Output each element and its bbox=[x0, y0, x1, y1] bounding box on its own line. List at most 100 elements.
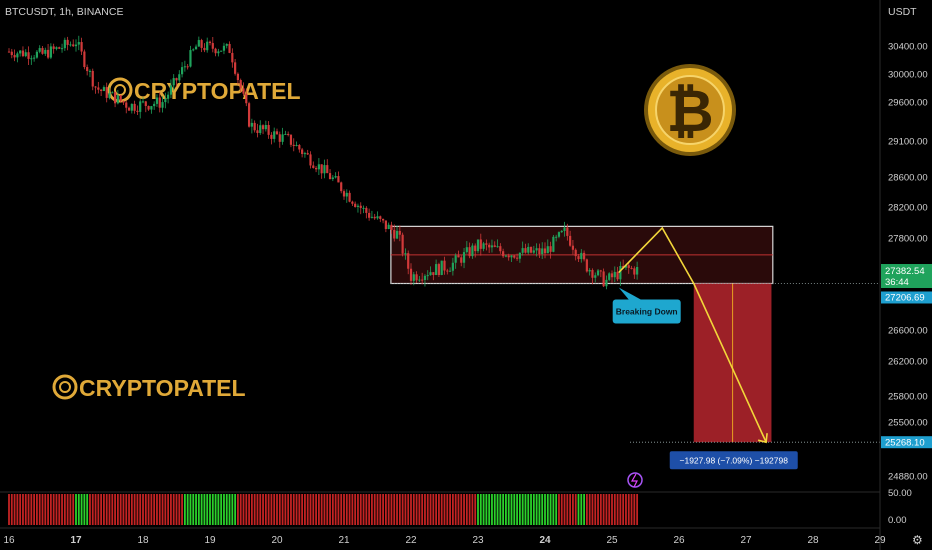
candle-body bbox=[225, 43, 228, 46]
indicator-bar bbox=[24, 494, 27, 525]
candle-body bbox=[113, 92, 117, 104]
indicator-bar bbox=[61, 494, 63, 525]
candle-body bbox=[153, 103, 156, 107]
indicator-bar bbox=[446, 494, 449, 525]
lightning-icon bbox=[630, 473, 638, 488]
target-badge-label: 25268.10 bbox=[885, 438, 925, 449]
x-tick-label: 22 bbox=[405, 535, 417, 546]
breaking-down-label: Breaking Down bbox=[616, 306, 678, 316]
breaking-down-callout[interactable] bbox=[612, 299, 681, 324]
indicator-bar bbox=[463, 494, 465, 525]
candle-body bbox=[183, 66, 186, 68]
indicator-bar bbox=[119, 494, 122, 525]
indicator-bar bbox=[281, 494, 284, 525]
candle-body bbox=[228, 43, 231, 53]
indicator-bar bbox=[605, 494, 608, 525]
indicator-bar bbox=[401, 494, 404, 525]
indicator-bar bbox=[611, 494, 613, 525]
target-badge[interactable] bbox=[881, 436, 932, 449]
last-price-badge[interactable] bbox=[881, 264, 932, 289]
indicator-bar bbox=[574, 494, 577, 525]
candle-body bbox=[401, 234, 404, 254]
candle-body bbox=[21, 50, 25, 57]
candle-body bbox=[301, 149, 304, 154]
indicator-tick-label: 50.00 bbox=[888, 488, 912, 499]
candle-body bbox=[273, 131, 276, 139]
candle-body bbox=[278, 134, 281, 142]
indicator-bar bbox=[273, 494, 276, 525]
indicator-bar bbox=[16, 494, 19, 525]
indicator-bar bbox=[538, 494, 541, 525]
candle-body bbox=[197, 40, 200, 47]
indicator-bar bbox=[304, 494, 306, 525]
indicator-bar bbox=[384, 494, 387, 525]
candle-body bbox=[30, 58, 33, 60]
candle-body bbox=[164, 98, 167, 103]
indicator-bar bbox=[541, 494, 544, 525]
indicator-bar bbox=[622, 494, 625, 525]
indicator-bar bbox=[418, 494, 421, 525]
settings-gear-icon[interactable]: ⚙ bbox=[912, 533, 923, 547]
indicator-bar bbox=[27, 494, 30, 525]
indicator-bar bbox=[337, 494, 340, 525]
indicator-bar bbox=[597, 494, 599, 525]
indicator-bar bbox=[599, 494, 602, 525]
candle-body bbox=[437, 264, 441, 275]
y-tick-label: 27800.00 bbox=[888, 234, 928, 245]
symbol-label[interactable]: BTCUSDT, 1h, BINANCE bbox=[5, 6, 123, 18]
indicator-bar bbox=[231, 494, 234, 525]
candle-body bbox=[130, 103, 133, 111]
candle-body bbox=[206, 41, 209, 51]
indicator-bar bbox=[217, 494, 220, 525]
measure-badge[interactable] bbox=[669, 451, 798, 470]
x-tick-label: 28 bbox=[807, 535, 819, 546]
projection-arrow[interactable] bbox=[618, 226, 767, 443]
support-badge[interactable] bbox=[881, 291, 932, 304]
svg-text:₿: ₿ bbox=[666, 79, 713, 144]
candle-body bbox=[314, 167, 318, 170]
indicator-bar bbox=[19, 494, 22, 525]
candle-body bbox=[337, 176, 340, 183]
indicator-bar bbox=[365, 494, 368, 525]
indicator-bar bbox=[359, 494, 362, 525]
candle-body bbox=[60, 48, 64, 50]
candle-body bbox=[119, 95, 122, 101]
indicator-bar bbox=[183, 494, 186, 525]
indicator-bar bbox=[33, 494, 36, 525]
currency-label[interactable]: USDT bbox=[888, 6, 917, 18]
indicator-bar bbox=[357, 494, 359, 525]
alert-icon[interactable] bbox=[627, 472, 643, 488]
candle-body bbox=[261, 125, 265, 130]
candle-body bbox=[211, 43, 214, 49]
indicator-bar bbox=[150, 494, 153, 525]
candle-body bbox=[94, 86, 97, 88]
indicator-bar bbox=[563, 494, 566, 525]
candle-body bbox=[451, 262, 454, 271]
indicator-bar bbox=[558, 494, 560, 525]
indicator-bar bbox=[482, 494, 485, 525]
candle-body bbox=[250, 122, 253, 127]
candle-body bbox=[462, 252, 466, 263]
candle-body bbox=[448, 270, 452, 272]
indicator-bar bbox=[105, 494, 108, 525]
candle-body bbox=[393, 229, 396, 239]
candle-body bbox=[234, 62, 237, 74]
candle-body bbox=[63, 39, 66, 49]
indicator-bar bbox=[75, 494, 77, 525]
indicator-bar bbox=[287, 494, 290, 525]
candle-body bbox=[415, 274, 418, 281]
indicator-bar bbox=[192, 494, 195, 525]
indicator-bar bbox=[521, 494, 524, 525]
candle-body bbox=[83, 51, 86, 68]
indicator-bar bbox=[440, 494, 443, 525]
indicator-bar bbox=[616, 494, 619, 525]
indicator-bar bbox=[393, 494, 396, 525]
candle-body bbox=[616, 271, 619, 280]
indicator-bar bbox=[323, 494, 326, 525]
indicator-bar bbox=[530, 494, 532, 525]
bitcoin-coin-icon: ₿ bbox=[644, 64, 736, 156]
indicator-bar bbox=[560, 494, 563, 525]
candle-body bbox=[345, 192, 348, 197]
indicator-bar bbox=[454, 494, 457, 525]
